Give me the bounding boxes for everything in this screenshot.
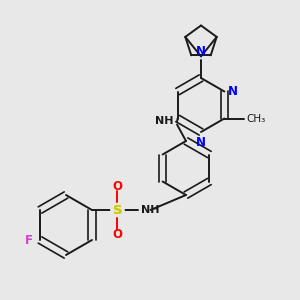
Text: O: O	[112, 179, 122, 193]
Text: N: N	[227, 85, 237, 98]
Text: N: N	[196, 136, 206, 149]
Text: CH₃: CH₃	[246, 113, 266, 124]
Text: NH: NH	[141, 205, 159, 215]
Text: S: S	[113, 203, 122, 217]
Text: S: S	[113, 203, 122, 217]
Text: F: F	[25, 233, 32, 247]
Text: NH: NH	[155, 116, 173, 127]
Circle shape	[111, 203, 124, 217]
Text: N: N	[196, 45, 206, 58]
Text: O: O	[112, 227, 122, 241]
